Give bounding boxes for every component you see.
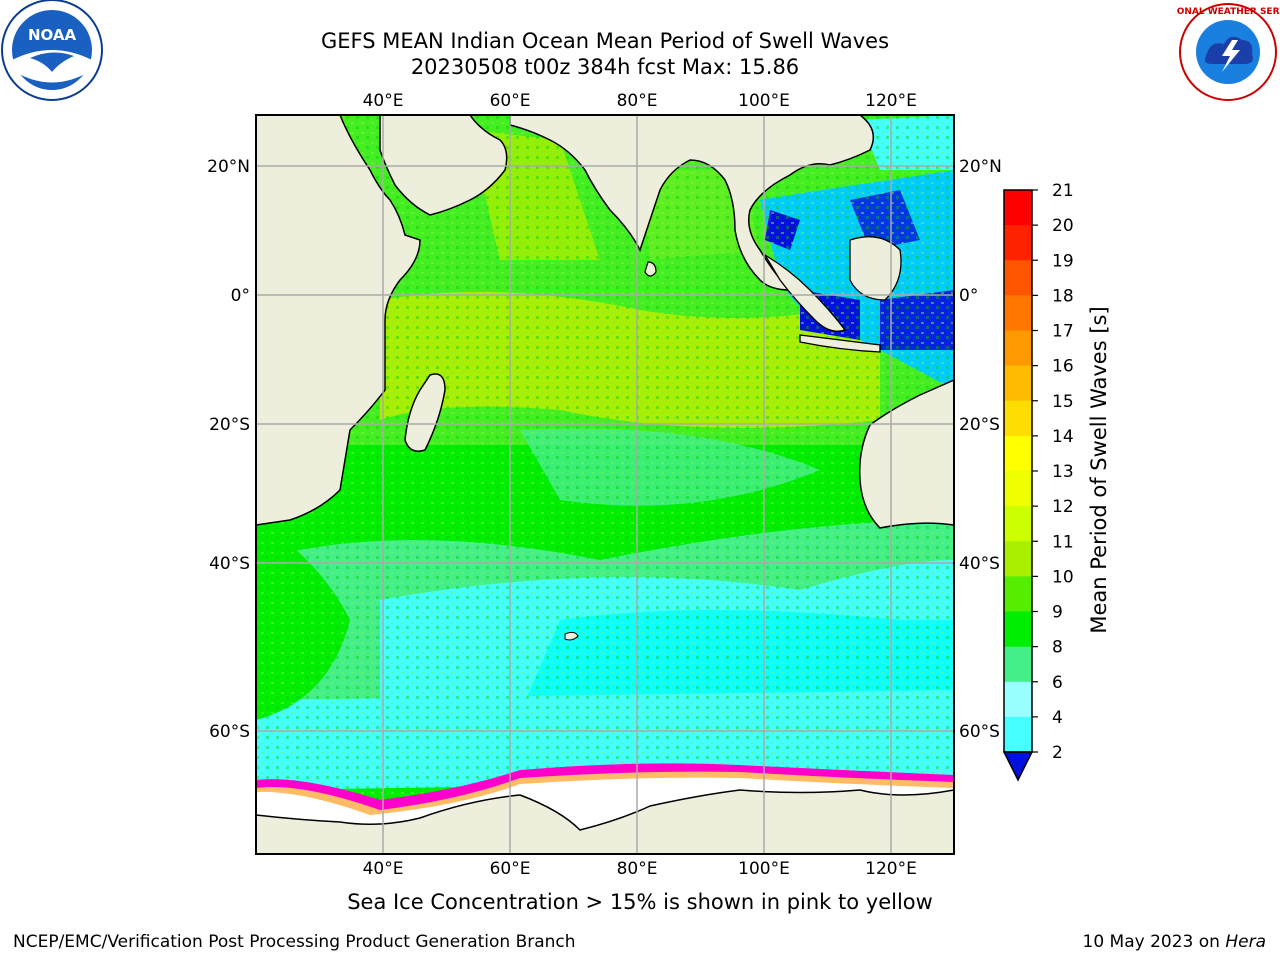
colorbar-segment — [1004, 576, 1032, 612]
colorbar-label: Mean Period of Swell Waves [s] — [1087, 306, 1111, 633]
colorbar-tick-label: 9 — [1052, 603, 1063, 623]
lon-label-top: 120°E — [865, 91, 917, 111]
footer-machine: Hera — [1225, 932, 1266, 952]
lon-label-bottom: 60°E — [490, 859, 531, 879]
colorbar-tick-label: 14 — [1052, 427, 1074, 447]
colorbar-segment — [1004, 225, 1032, 261]
colorbar-tick-label: 11 — [1052, 532, 1074, 552]
lon-label-top: 60°E — [490, 91, 531, 111]
colorbar-tick-label: 17 — [1052, 322, 1074, 342]
colorbar-segment — [1004, 541, 1032, 577]
lon-label-bottom: 120°E — [865, 859, 917, 879]
colorbar-tick-label: 21 — [1052, 181, 1074, 201]
colorbar-segment — [1004, 435, 1032, 472]
colorbar-segment — [1004, 681, 1032, 718]
noaa-logo-text: NOAA — [28, 26, 77, 44]
colorbar-segment — [1004, 330, 1032, 367]
colorbar-segment — [1004, 260, 1032, 296]
lon-label-bottom: 80°E — [617, 859, 658, 879]
colorbar-segment — [1004, 646, 1032, 683]
arabia-land — [379, 115, 508, 216]
colorbar-tick-label: 15 — [1052, 392, 1074, 412]
antarctica-land — [256, 789, 954, 854]
colorbar-tick-label: 8 — [1052, 638, 1063, 658]
footer-date-text: 10 May 2023 on — [1082, 932, 1226, 952]
graticule — [256, 115, 954, 854]
lat-label-right: 20°S — [959, 415, 1000, 435]
svg-text:NATIONAL WEATHER SERVICE: NATIONAL WEATHER SERVICE — [1176, 7, 1280, 17]
footer-credit: NCEP/EMC/Verification Post Processing Pr… — [13, 932, 576, 952]
colorbar-segment — [1004, 400, 1032, 437]
australia-land — [858, 379, 954, 529]
colorbar-tick-label: 16 — [1052, 357, 1074, 377]
lon-label-top: 40°E — [363, 91, 404, 111]
noaa-logo-icon: NOAA — [1, 0, 103, 101]
colorbar-tick-label: 19 — [1052, 251, 1074, 271]
colorbar-segment — [1004, 506, 1032, 542]
lat-label-right: 20°N — [959, 157, 1002, 177]
lat-label-left: 0° — [231, 286, 250, 306]
colorbar-segment — [1004, 611, 1032, 648]
lat-label-left: 60°S — [209, 722, 250, 742]
colorbar-tick-label: 20 — [1052, 216, 1074, 236]
lon-label-bottom: 100°E — [738, 859, 790, 879]
colorbar-tick-label: 12 — [1052, 497, 1074, 517]
colorbar: 21 20 19 18 17 16 15 14 13 12 11 10 9 8 6 4 2 — [1002, 181, 1074, 782]
sumatra-land — [764, 254, 847, 332]
lon-label-top: 80°E — [617, 91, 658, 111]
colorbar-tick-label: 13 — [1052, 462, 1074, 482]
footer-date: 10 May 2023 on Hera — [1083, 932, 1267, 952]
africa-land — [256, 115, 421, 526]
map-area — [256, 115, 954, 854]
colorbar-tick-label: 6 — [1052, 673, 1063, 693]
lat-label-right: 0° — [959, 286, 978, 306]
map-frame — [255, 114, 955, 855]
lon-label-bottom: 40°E — [363, 859, 404, 879]
lat-label-left: 20°S — [209, 415, 250, 435]
colorbar-extend-arrow — [1002, 751, 1034, 782]
colorbar-segment — [1004, 716, 1032, 753]
colorbar-segment — [1004, 471, 1032, 507]
chart-subtitle: 20230508 t00z 384h fcst Max: 15.86 — [410, 55, 800, 79]
borneo-land — [849, 236, 902, 301]
lat-label-left: 40°S — [209, 554, 250, 574]
colorbar-segment — [1004, 365, 1032, 402]
madagascar-land — [404, 373, 446, 452]
colorbar-segment — [1004, 295, 1032, 331]
lon-label-top: 100°E — [738, 91, 790, 111]
colorbar-tick-label: 18 — [1052, 286, 1074, 306]
colorbar-tick-label: 2 — [1052, 743, 1063, 763]
lat-label-right: 60°S — [959, 722, 1000, 742]
colorbar-segment — [1004, 190, 1032, 226]
sea-ice-note: Sea Ice Concentration > 15% is shown in … — [347, 890, 933, 914]
nws-logo-icon: NATIONAL WEATHER SERVICE — [1176, 3, 1280, 101]
chart-title: GEFS MEAN Indian Ocean Mean Period of Sw… — [320, 29, 890, 53]
colorbar-tick-label: 4 — [1052, 708, 1063, 728]
colorbar-tick-label: 10 — [1052, 567, 1074, 587]
lat-label-right: 40°S — [959, 554, 1000, 574]
lat-label-left: 20°N — [207, 157, 250, 177]
